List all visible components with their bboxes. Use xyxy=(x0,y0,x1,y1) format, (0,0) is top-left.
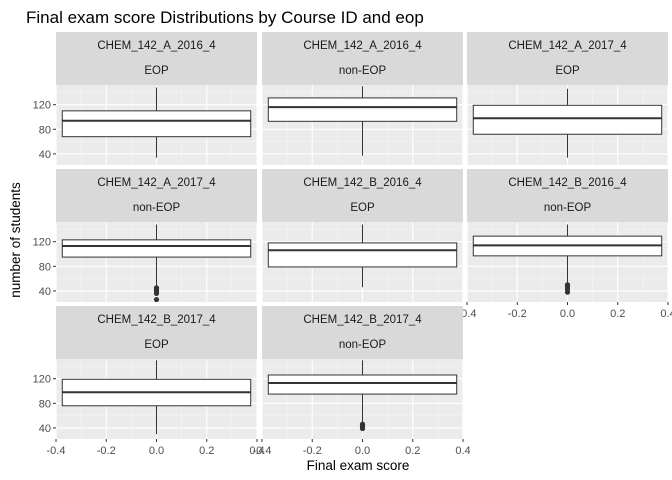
outlier-point xyxy=(153,285,160,291)
x-tick-label: 0.2 xyxy=(610,308,625,320)
facet-panel: CHEM_142_B_2017_4 non-EOP -0.4 -0.2 0.0 0.2 0.… xyxy=(253,306,471,457)
facet-strip xyxy=(467,32,668,85)
x-tick-label: 0.4 xyxy=(660,308,672,320)
y-tick-label: 40 xyxy=(39,423,51,435)
chart-title: Final exam score Distributions by Course… xyxy=(26,8,424,27)
y-tick-label: 40 xyxy=(39,149,51,161)
strip-label-eop: non-EOP xyxy=(339,339,387,351)
outlier-point xyxy=(359,421,366,427)
x-tick-label: 0.2 xyxy=(405,445,420,457)
x-tick-label: -0.2 xyxy=(508,308,527,320)
x-tick-label: 0.4 xyxy=(249,445,264,457)
facet-panel: CHEM_142_A_2016_4 non-EOP xyxy=(261,32,464,165)
facet-strip xyxy=(262,32,463,85)
strip-label-eop: non-EOP xyxy=(339,65,387,77)
facet-strip xyxy=(56,169,257,222)
strip-label-course: CHEM_142_A_2016_4 xyxy=(97,40,216,52)
y-tick-label: 80 xyxy=(39,398,51,410)
outlier-point xyxy=(564,282,571,288)
y-axis-title: number of students xyxy=(8,182,23,298)
strip-label-course: CHEM_142_A_2016_4 xyxy=(303,40,422,52)
strip-label-course: CHEM_142_B_2017_4 xyxy=(303,314,422,326)
y-tick-label: 120 xyxy=(33,237,51,249)
strip-label-eop: EOP xyxy=(555,65,580,77)
strip-label-course: CHEM_142_B_2017_4 xyxy=(97,314,216,326)
box-iqr xyxy=(61,239,252,258)
x-tick-label: 0.0 xyxy=(355,445,370,457)
facet-panel: CHEM_142_B_2017_4 EOP 40 80 120 -0.4 -0.2 0.0 0.… xyxy=(33,306,265,457)
facet-panel: CHEM_142_A_2017_4 non-EOP 40 80 120 xyxy=(33,169,258,303)
x-tick-label: -0.2 xyxy=(303,445,322,457)
y-tick-label: 120 xyxy=(33,100,51,112)
x-axis-title: Final exam score xyxy=(307,458,410,473)
facet-strip xyxy=(467,169,668,222)
strip-label-course: CHEM_142_A_2017_4 xyxy=(508,40,627,52)
box-iqr xyxy=(267,97,458,122)
x-tick-label: -0.4 xyxy=(253,445,272,457)
strip-label-course: CHEM_142_A_2017_4 xyxy=(97,177,216,189)
x-tick-label: 0.4 xyxy=(455,445,470,457)
facet-panels: CHEM_142_A_2016_4EOP4080120CHEM_142_A_20… xyxy=(33,32,672,457)
box-iqr xyxy=(267,374,458,395)
box-iqr xyxy=(472,104,663,135)
y-tick-label: 80 xyxy=(39,124,51,136)
box-iqr xyxy=(61,110,252,138)
facet-strip xyxy=(262,169,463,222)
x-tick-label: -0.4 xyxy=(47,445,66,457)
strip-label-eop: EOP xyxy=(350,202,375,214)
box-iqr xyxy=(267,242,458,268)
strip-label-eop: EOP xyxy=(144,339,169,351)
facet-panel: CHEM_142_B_2016_4 EOP xyxy=(261,169,464,302)
facet-strip xyxy=(262,306,463,359)
outlier-point xyxy=(153,296,160,303)
strip-label-course: CHEM_142_B_2016_4 xyxy=(303,177,422,189)
x-tick-label: 0.2 xyxy=(199,445,214,457)
facet-strip xyxy=(56,306,257,359)
facet-panel: CHEM_142_A_2017_4 EOP xyxy=(466,32,669,165)
strip-label-eop: non-EOP xyxy=(133,202,181,214)
facet-panel: CHEM_142_A_2016_4 EOP 40 80 120 xyxy=(33,32,258,165)
x-tick-label: -0.2 xyxy=(97,445,116,457)
y-tick-label: 40 xyxy=(39,286,51,298)
strip-label-eop: non-EOP xyxy=(544,202,592,214)
facet-strip xyxy=(56,32,257,85)
y-tick-label: 120 xyxy=(33,374,51,386)
x-tick-label: 0.0 xyxy=(560,308,575,320)
strip-label-course: CHEM_142_B_2016_4 xyxy=(508,177,627,189)
x-tick-label: 0.0 xyxy=(149,445,164,457)
strip-label-eop: EOP xyxy=(144,65,169,77)
y-tick-label: 80 xyxy=(39,261,51,273)
